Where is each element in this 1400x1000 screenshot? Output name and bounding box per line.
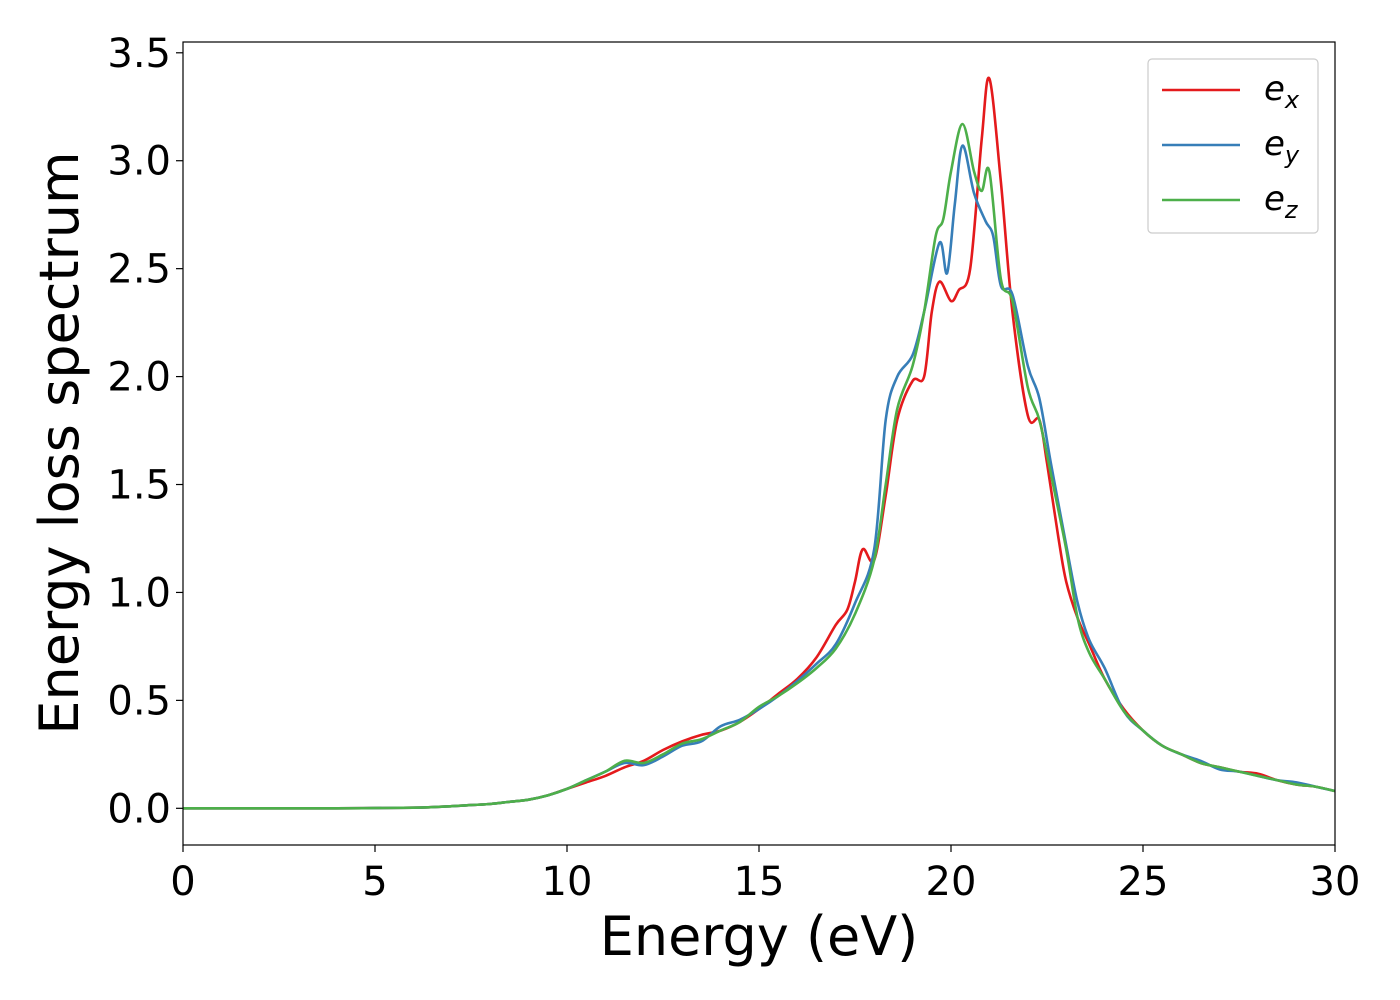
legend-label-subscript: x [1284,86,1300,114]
y-axis-label: Energy loss spectrum [28,151,91,734]
legend-label-subscript: y [1284,141,1300,169]
x-tick-label: 30 [1310,859,1361,905]
y-tick-label: 3.0 [107,139,171,185]
y-tick-label: 1.5 [107,463,171,509]
x-tick-label: 15 [734,859,785,905]
x-axis: 0 5 10 15 20 25 30 [170,845,1360,905]
y-tick-label: 0.0 [107,786,171,832]
y-tick-label: 1.0 [107,570,171,616]
x-axis-label: Energy (eV) [600,905,919,968]
y-axis: 0.0 0.5 1.0 1.5 2.0 2.5 3.0 3.5 [107,31,183,832]
x-tick-label: 25 [1118,859,1169,905]
x-tick-label: 0 [170,859,195,905]
y-tick-label: 0.5 [107,678,171,724]
legend-label-subscript: z [1284,196,1299,224]
series-layer [183,76,1336,810]
y-tick-label: 3.5 [107,31,171,77]
series-line-ez [183,122,1336,810]
x-tick-label: 20 [926,859,977,905]
y-tick-label: 2.0 [107,355,171,401]
y-tick-label: 2.5 [107,247,171,293]
x-tick-label: 10 [542,859,593,905]
x-tick-label: 5 [362,859,387,905]
